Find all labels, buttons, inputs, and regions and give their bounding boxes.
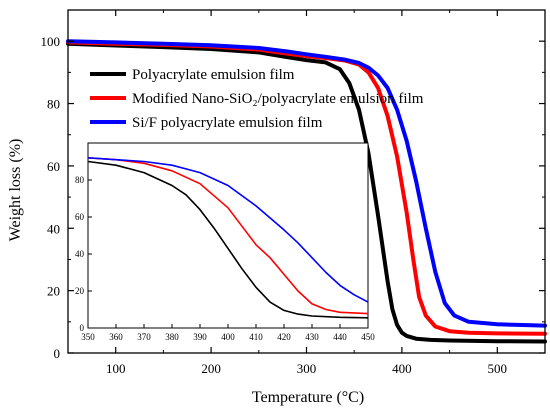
inset-series-line-3 — [87, 157, 369, 303]
inset-x-tick-label: 410 — [249, 332, 263, 342]
inset-y-tick-label: 40 — [75, 249, 85, 259]
y-tick-label: 40 — [47, 221, 60, 236]
inset-series-line-2 — [87, 157, 369, 315]
y-tick-label: 60 — [47, 159, 60, 174]
legend-label-3: Si/F polyacrylate emulsion film — [132, 115, 323, 131]
inset-y-tick-label: 60 — [75, 212, 85, 222]
legend: Polyacrylate emulsion film Modified Nano-… — [90, 67, 424, 131]
inset-x-tick-label: 380 — [165, 332, 179, 342]
legend-label-2: Modified Nano-SiO₂/polyacrylate emulsion… — [132, 91, 424, 107]
inset-x-tick-label: 360 — [109, 332, 123, 342]
inset-x-tick-label: 350 — [81, 332, 95, 342]
inset-y-tick-label: 20 — [75, 286, 85, 296]
inset-x-tick-label: 440 — [333, 332, 347, 342]
inset-frame — [87, 142, 369, 329]
inset-x-tick-label: 450 — [361, 332, 375, 342]
x-tick-label: 200 — [201, 361, 221, 376]
x-tick-label: 100 — [106, 361, 126, 376]
main-series-line-3 — [66, 39, 547, 328]
x-axis-label: Temperature (°C) — [252, 389, 364, 406]
inset-plot-series — [87, 157, 369, 319]
inset-x-tick-label: 370 — [137, 332, 151, 342]
x-tick-label: 400 — [392, 361, 412, 376]
x-tick-label: 500 — [488, 361, 508, 376]
y-tick-label: 80 — [47, 97, 60, 112]
inset-x-tick-label: 430 — [305, 332, 319, 342]
inset-x-tick-label: 400 — [221, 332, 235, 342]
inset-series-line-1 — [87, 160, 369, 319]
inset-y-tick-label: 80 — [75, 175, 85, 185]
y-tick-label: 0 — [54, 346, 61, 361]
inset-y-tick-label: 0 — [80, 323, 85, 333]
y-tick-label: 20 — [47, 284, 60, 299]
legend-label-1: Polyacrylate emulsion film — [132, 67, 295, 83]
inset-x-tick-label: 420 — [277, 332, 291, 342]
y-tick-label: 100 — [41, 34, 61, 49]
x-tick-label: 300 — [297, 361, 317, 376]
y-axis-label: Weight loss (%) — [7, 139, 24, 242]
inset-x-tick-label: 390 — [193, 332, 207, 342]
